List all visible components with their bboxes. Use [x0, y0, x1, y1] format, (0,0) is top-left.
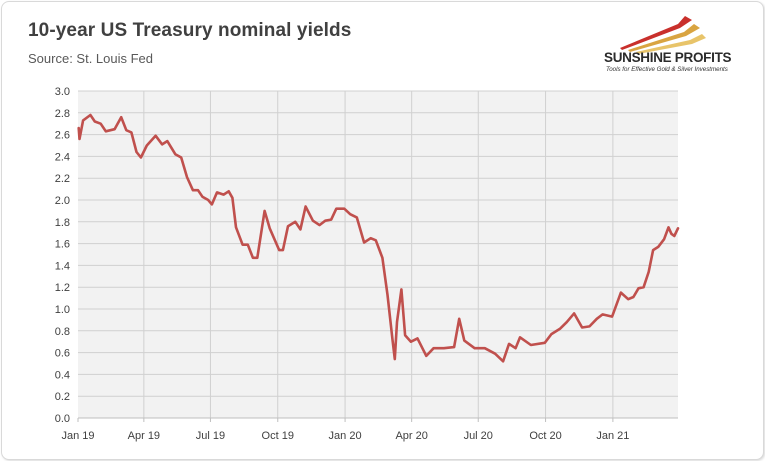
- sun-rays-icon: [620, 16, 706, 54]
- y-tick-label: 3.0: [55, 86, 70, 98]
- series-line: [77, 113, 680, 363]
- y-tick-label: 0.6: [55, 348, 70, 360]
- chart-title: 10-year US Treasury nominal yields: [28, 20, 352, 41]
- y-tick-label: 2.0: [55, 195, 70, 207]
- sunshine-profits-logo: SUNSHINE PROFITS Tools for Effective Gol…: [600, 14, 750, 76]
- y-tick-label: 0.8: [55, 326, 70, 338]
- y-tick-label: 1.6: [55, 239, 70, 251]
- y-tick-label: 1.8: [55, 217, 70, 229]
- x-tick-label: Oct 19: [262, 430, 294, 442]
- x-tick-label: Jan 21: [596, 430, 629, 442]
- x-tick-label: Jul 20: [464, 430, 493, 442]
- x-tick-label: Oct 20: [529, 430, 561, 442]
- y-tick-label: 1.2: [55, 282, 70, 294]
- y-tick-label: 1.4: [55, 260, 70, 272]
- logo-tagline: Tools for Effective Gold & Silver Invest…: [606, 66, 728, 73]
- y-tick-label: 2.8: [55, 108, 70, 120]
- logo-name: SUNSHINE PROFITS: [604, 50, 732, 65]
- x-tick-label: Apr 19: [128, 430, 160, 442]
- y-tick-label: 2.6: [55, 130, 70, 142]
- chart-source: Source: St. Louis Fed: [28, 51, 154, 66]
- plot-area: [78, 91, 678, 418]
- y-tick-label: 0.4: [55, 369, 70, 381]
- y-tick-label: 1.0: [55, 304, 70, 316]
- x-tick-label: Apr 20: [395, 430, 427, 442]
- x-tick-label: Jan 20: [329, 430, 362, 442]
- x-tick-label: Jan 19: [61, 430, 94, 442]
- y-tick-label: 2.4: [55, 151, 70, 163]
- y-tick-label: 0.0: [55, 413, 70, 425]
- x-tick-label: Jul 19: [196, 430, 225, 442]
- y-tick-label: 2.2: [55, 173, 70, 185]
- y-tick-label: 0.2: [55, 391, 70, 403]
